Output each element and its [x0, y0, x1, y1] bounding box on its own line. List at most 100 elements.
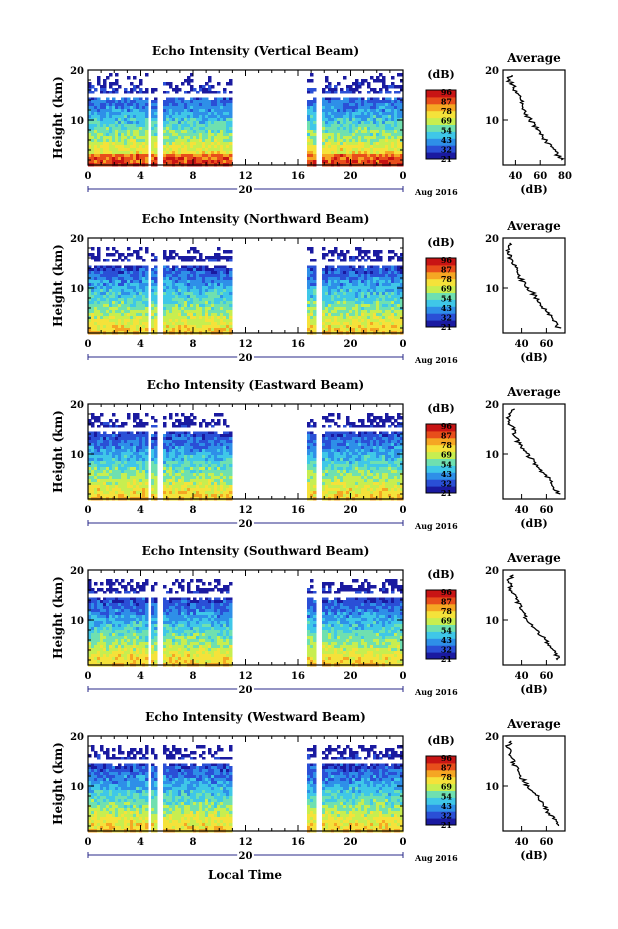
heatmap-cell: [382, 301, 386, 305]
heatmap-cell: [346, 136, 350, 140]
heatmap-cell: [94, 127, 98, 131]
colorbar-segment: [426, 131, 456, 139]
heatmap-cell: [343, 295, 347, 299]
heatmap-cell: [343, 115, 347, 119]
heatmap-cell: [373, 325, 377, 329]
heatmap-cell: [142, 328, 146, 332]
heatmap-cell: [379, 316, 383, 320]
heatmap-cell: [199, 100, 203, 104]
heatmap-cell: [124, 97, 128, 101]
heatmap-cell: [310, 121, 314, 125]
heatmap-cell: [349, 100, 353, 104]
heatmap-cell: [229, 91, 233, 95]
heatmap-cell: [340, 322, 344, 326]
heatmap-cell: [166, 100, 170, 104]
heatmap-cell: [364, 304, 368, 308]
heatmap-cell: [142, 322, 146, 326]
heatmap-cell: [151, 145, 155, 149]
heatmap-cell: [340, 91, 344, 95]
heatmap-cell: [220, 154, 224, 158]
heatmap-cell: [211, 322, 215, 326]
heatmap-cell: [121, 145, 125, 149]
heatmap-cell: [106, 422, 110, 426]
heatmap-cell: [91, 121, 95, 125]
heatmap-cell: [331, 319, 335, 323]
heatmap-cell: [307, 316, 311, 320]
heatmap-cell: [193, 265, 197, 269]
heatmap-cell: [373, 250, 377, 254]
heatmap-cell: [154, 124, 158, 128]
heatmap-cell: [187, 328, 191, 332]
heatmap-cell: [340, 319, 344, 323]
heatmap-cell: [205, 136, 209, 140]
heatmap-cell: [94, 485, 98, 489]
heatmap-cell: [103, 82, 107, 86]
heatmap-cell: [208, 310, 212, 314]
heatmap-cell: [361, 124, 365, 128]
heatmap-cell: [223, 88, 227, 92]
heatmap-cell: [109, 295, 113, 299]
heatmap-cell: [382, 280, 386, 284]
heatmap-cell: [118, 455, 122, 459]
heatmap-cell: [199, 268, 203, 272]
heatmap-cell: [373, 100, 377, 104]
heatmap-cell: [379, 139, 383, 143]
heatmap-cell: [139, 452, 143, 456]
heatmap-cell: [136, 449, 140, 453]
heatmap-cell: [322, 316, 326, 320]
heatmap-cell: [337, 286, 341, 290]
heatmap-cell: [397, 73, 401, 77]
heatmap-cell: [118, 494, 122, 498]
heatmap-cell: [328, 328, 332, 332]
heatmap-cell: [100, 319, 104, 323]
heatmap-cell: [118, 121, 122, 125]
heatmap-cell: [97, 464, 101, 468]
heatmap-cell: [364, 280, 368, 284]
heatmap-cell: [355, 295, 359, 299]
heatmap-cell: [379, 301, 383, 305]
heatmap-cell: [325, 112, 329, 116]
heatmap-cell: [127, 112, 131, 116]
heatmap-cell: [220, 118, 224, 122]
heatmap-cell: [88, 434, 92, 438]
heatmap-cell: [310, 289, 314, 293]
heatmap-cell: [118, 470, 122, 474]
heatmap-cell: [334, 310, 338, 314]
heatmap-cell: [163, 461, 167, 465]
heatmap-cell: [346, 298, 350, 302]
heatmap-cell: [154, 434, 158, 438]
heatmap-cell: [169, 124, 173, 128]
heatmap-cell: [190, 316, 194, 320]
heatmap-cell: [382, 76, 386, 80]
heatmap-cell: [388, 160, 392, 164]
heatmap-cell: [196, 127, 200, 131]
heatmap-cell: [223, 100, 227, 104]
heatmap-cell: [139, 151, 143, 155]
heatmap-cell: [307, 160, 311, 164]
heatmap-cell: [145, 485, 149, 489]
heatmap-cell: [106, 295, 110, 299]
heatmap-cell: [100, 142, 104, 146]
heatmap-cell: [331, 139, 335, 143]
heatmap-cell: [217, 100, 221, 104]
heatmap-cell: [193, 145, 197, 149]
heatmap-cell: [175, 103, 179, 107]
heatmap-cell: [166, 259, 170, 263]
heatmap-cell: [172, 106, 176, 110]
heatmap-cell: [307, 289, 311, 293]
heatmap-cell: [202, 91, 206, 95]
heatmap-cell: [199, 274, 203, 278]
heatmap-cell: [109, 265, 113, 269]
heatmap-cell: [184, 461, 188, 465]
heatmap-cell: [367, 301, 371, 305]
heatmap-cell: [325, 310, 329, 314]
heatmap-cell: [190, 259, 194, 263]
heatmap-cell: [343, 97, 347, 101]
heatmap-cell: [367, 283, 371, 287]
heatmap-cell: [172, 301, 176, 305]
heatmap-cell: [172, 115, 176, 119]
heatmap-cell: [394, 271, 398, 275]
heatmap-cell: [196, 160, 200, 164]
heatmap-cell: [352, 148, 356, 152]
heatmap-cell: [175, 431, 179, 435]
